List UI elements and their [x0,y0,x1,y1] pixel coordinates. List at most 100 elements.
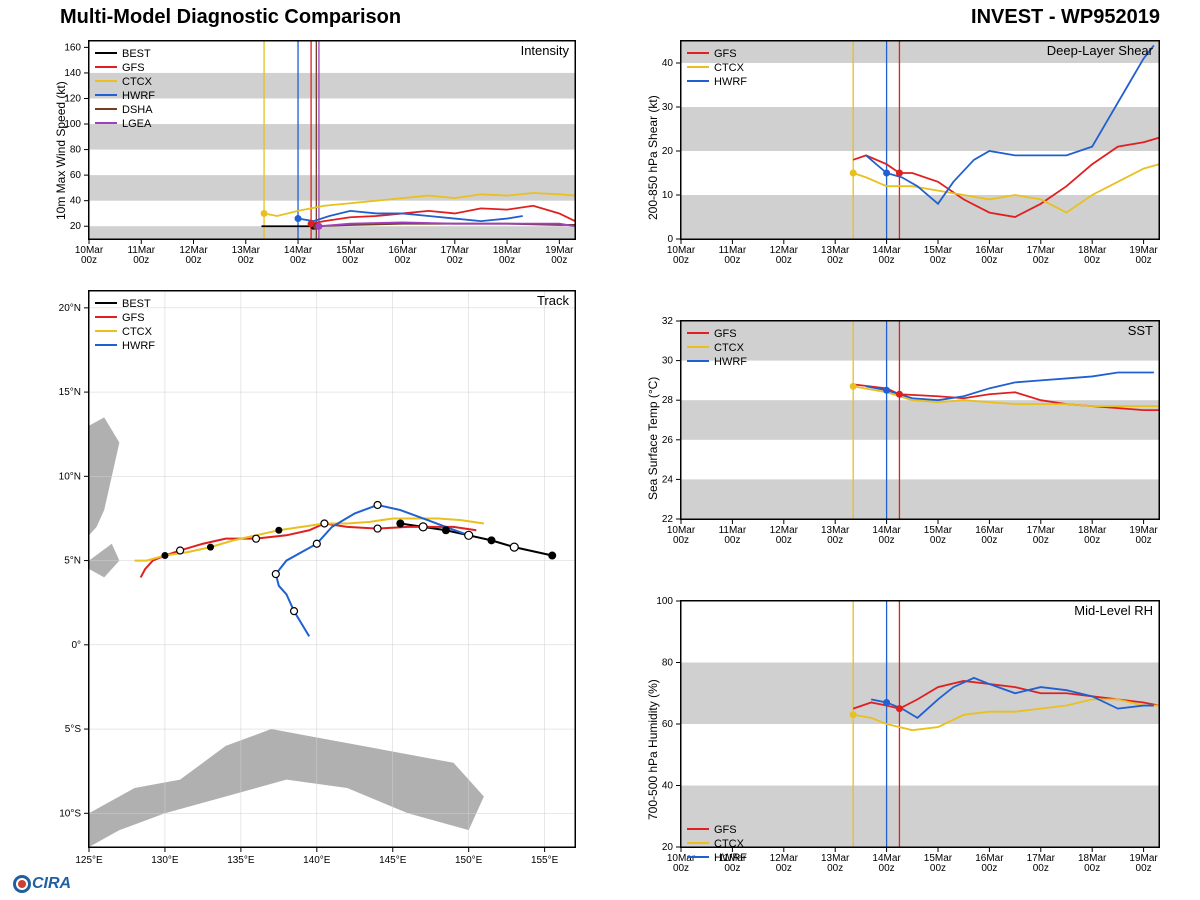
svg-text:150°E: 150°E [455,855,483,866]
svg-text:26: 26 [662,435,674,446]
page-title-left: Multi-Model Diagnostic Comparison [60,6,401,29]
svg-text:20: 20 [662,842,674,853]
svg-text:145°E: 145°E [379,855,407,866]
svg-text:00z: 00z [1136,863,1152,874]
rh-ylabel: 700-500 hPa Humidity (%) [646,679,660,820]
svg-text:GFS: GFS [714,328,737,340]
svg-text:00z: 00z [1084,535,1100,546]
svg-text:CTCX: CTCX [714,838,745,850]
svg-text:32: 32 [662,316,674,327]
svg-text:CTCX: CTCX [714,62,745,74]
svg-text:00z: 00z [827,255,843,266]
svg-text:00z: 00z [342,255,358,266]
svg-text:GFS: GFS [714,824,737,836]
svg-text:Intensity: Intensity [521,43,570,58]
svg-text:00z: 00z [673,255,689,266]
svg-text:HWRF: HWRF [122,340,155,352]
svg-text:40: 40 [70,196,82,207]
svg-text:00z: 00z [981,535,997,546]
svg-text:Track: Track [537,293,570,308]
svg-text:GFS: GFS [122,312,145,324]
svg-text:00z: 00z [1084,255,1100,266]
svg-text:100: 100 [656,596,673,607]
svg-text:5°S: 5°S [65,724,82,735]
svg-text:Deep-Layer Shear: Deep-Layer Shear [1047,43,1154,58]
svg-text:BEST: BEST [122,48,151,60]
svg-text:CTCX: CTCX [122,76,153,88]
intensity-ylabel: 10m Max Wind Speed (kt) [54,81,68,220]
svg-text:80: 80 [662,658,674,669]
svg-text:BEST: BEST [122,298,151,310]
svg-text:00z: 00z [776,255,792,266]
svg-text:00z: 00z [394,255,410,266]
svg-text:155°E: 155°E [531,855,559,866]
svg-text:28: 28 [662,395,674,406]
svg-text:60: 60 [662,719,674,730]
svg-text:HWRF: HWRF [714,852,747,864]
svg-text:00z: 00z [1136,535,1152,546]
svg-text:00z: 00z [724,535,740,546]
svg-text:80: 80 [70,145,82,156]
rh-panel: 2040608010010Mar00z11Mar00z12Mar00z13Mar… [680,600,1160,848]
svg-text:00z: 00z [1136,255,1152,266]
svg-text:00z: 00z [827,863,843,874]
svg-text:0°: 0° [71,640,81,651]
sst-ylabel: Sea Surface Temp (°C) [646,377,660,500]
svg-text:CIRA: CIRA [32,875,71,892]
svg-text:00z: 00z [1033,255,1049,266]
svg-text:10°S: 10°S [59,808,81,819]
svg-text:00z: 00z [133,255,149,266]
svg-text:00z: 00z [724,255,740,266]
svg-text:LGEA: LGEA [122,118,152,130]
svg-text:00z: 00z [290,255,306,266]
svg-text:HWRF: HWRF [714,356,747,368]
svg-text:00z: 00z [930,255,946,266]
svg-text:CTCX: CTCX [122,326,153,338]
svg-text:24: 24 [662,474,674,485]
svg-text:10°N: 10°N [59,471,81,482]
svg-text:CTCX: CTCX [714,342,745,354]
shear-panel: 01020304010Mar00z11Mar00z12Mar00z13Mar00… [680,40,1160,240]
svg-text:140: 140 [64,68,81,79]
svg-text:00z: 00z [673,535,689,546]
svg-text:00z: 00z [930,863,946,874]
svg-text:140°E: 140°E [303,855,331,866]
svg-text:00z: 00z [551,255,567,266]
svg-text:00z: 00z [1033,863,1049,874]
svg-text:00z: 00z [827,535,843,546]
svg-text:40: 40 [662,781,674,792]
svg-text:00z: 00z [1033,535,1049,546]
svg-text:30: 30 [662,102,674,113]
svg-text:30: 30 [662,356,674,367]
svg-text:GFS: GFS [122,62,145,74]
svg-text:135°E: 135°E [227,855,255,866]
svg-text:DSHA: DSHA [122,104,153,116]
svg-text:10: 10 [662,190,674,201]
intensity-panel: 2040608010012014016010Mar00z11Mar00z12Ma… [88,40,576,240]
page-title-right: INVEST - WP952019 [971,6,1160,29]
cira-logo: CIRA [10,854,80,894]
sst-panel: 22242628303210Mar00z11Mar00z12Mar00z13Ma… [680,320,1160,520]
svg-text:00z: 00z [81,255,97,266]
svg-text:60: 60 [70,170,82,181]
svg-text:5°N: 5°N [64,556,81,567]
svg-text:00z: 00z [238,255,254,266]
header: Multi-Model Diagnostic Comparison INVEST… [0,6,1200,34]
svg-text:00z: 00z [981,863,997,874]
svg-text:15°N: 15°N [59,387,81,398]
svg-text:20: 20 [70,221,82,232]
svg-text:HWRF: HWRF [714,76,747,88]
svg-text:HWRF: HWRF [122,90,155,102]
svg-text:00z: 00z [776,863,792,874]
svg-text:160: 160 [64,42,81,53]
shear-ylabel: 200-850 hPa Shear (kt) [646,95,660,220]
svg-text:130°E: 130°E [151,855,179,866]
svg-text:SST: SST [1128,323,1153,338]
svg-text:00z: 00z [776,535,792,546]
svg-text:0: 0 [667,234,673,245]
svg-text:00z: 00z [879,863,895,874]
svg-text:00z: 00z [724,863,740,874]
svg-text:Mid-Level RH: Mid-Level RH [1074,603,1153,618]
svg-text:20°N: 20°N [59,303,81,314]
svg-text:GFS: GFS [714,48,737,60]
